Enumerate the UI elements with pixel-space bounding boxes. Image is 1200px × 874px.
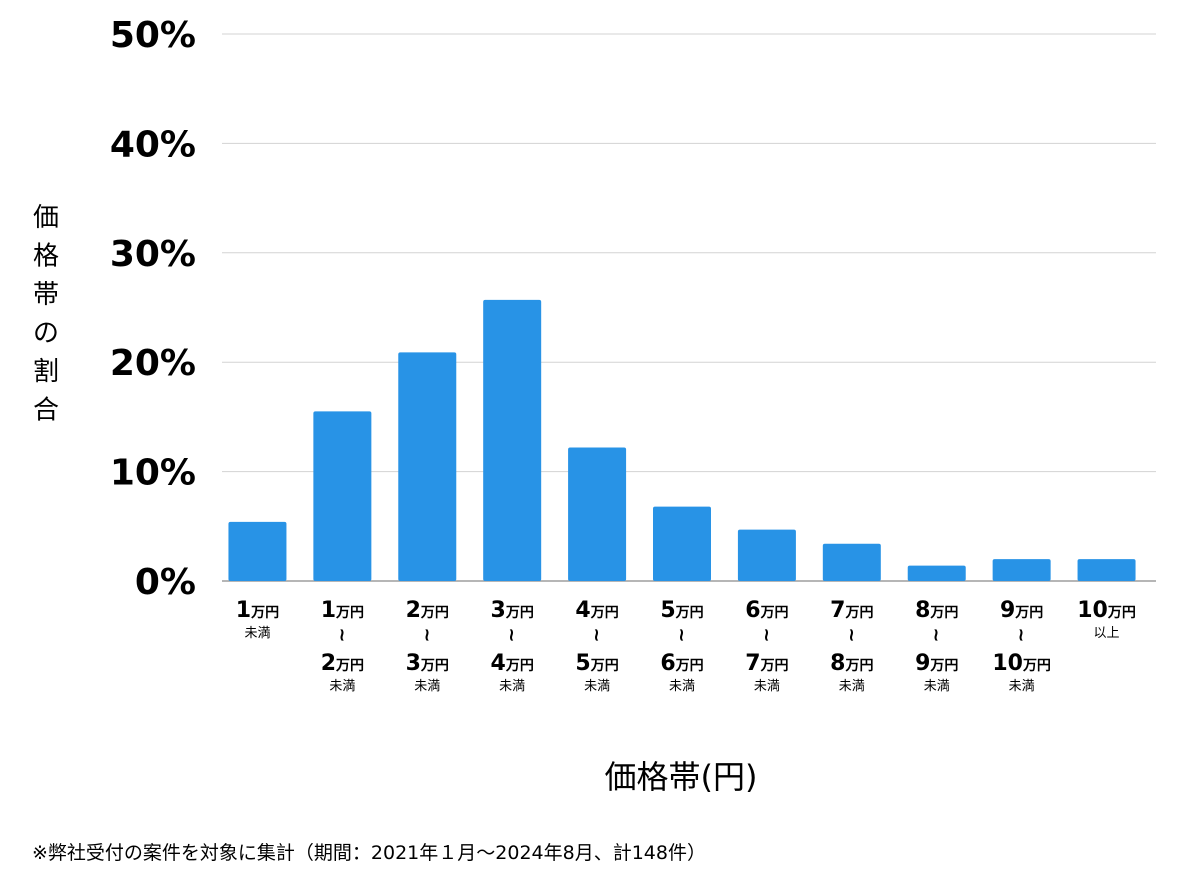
- bar: [737, 529, 796, 581]
- x-tick-range-mark: ~: [841, 627, 862, 642]
- x-tick-note: 未満: [329, 679, 355, 694]
- bar: [228, 521, 287, 581]
- x-tick-note: 以上: [1094, 626, 1120, 641]
- x-tick-label: 3万円: [491, 598, 534, 623]
- y-tick-label: 40%: [110, 124, 196, 165]
- x-tick-label: 5万円: [575, 651, 618, 676]
- x-tick-note: 未満: [1009, 679, 1035, 694]
- bar: [398, 352, 457, 581]
- x-tick-range-mark: ~: [671, 627, 692, 642]
- bar: [483, 299, 542, 581]
- bar: [822, 543, 881, 581]
- x-tick-range-mark: ~: [501, 627, 522, 642]
- x-tick-label: 2万円: [321, 651, 364, 676]
- x-tick-label: 1万円: [236, 598, 279, 623]
- bar: [568, 447, 627, 581]
- bar: [653, 506, 711, 581]
- x-tick-note: 未満: [584, 679, 610, 694]
- y-tick-label: 10%: [110, 453, 196, 494]
- x-tick-label: 8万円: [915, 598, 958, 623]
- bar: [992, 559, 1051, 581]
- y-axis-title-char: 割: [33, 357, 59, 387]
- bar: [1077, 559, 1136, 581]
- y-axis-title-char: 価: [33, 203, 59, 233]
- x-tick-range-mark: ~: [926, 627, 947, 642]
- x-tick-label: 6万円: [745, 598, 788, 623]
- x-tick-label: 7万円: [745, 651, 788, 676]
- x-tick-label: 3万円: [406, 651, 449, 676]
- x-tick-range-mark: ~: [586, 627, 607, 642]
- bars: [228, 299, 1136, 581]
- y-tick-label: 0%: [135, 562, 196, 603]
- y-axis-title-char: 格: [33, 242, 59, 272]
- x-tick-label: 9万円: [1000, 598, 1043, 623]
- x-axis-title: 価格帯(円): [605, 758, 758, 796]
- x-tick-label: 1万円: [321, 598, 364, 623]
- x-tick-note: 未満: [414, 679, 440, 694]
- x-tick-note: 未満: [669, 679, 695, 694]
- y-axis-title-char: の: [33, 319, 59, 349]
- x-axis-tick-labels: 1万円未満1万円~2万円未満2万円~3万円未満3万円~4万円未満4万円~5万円未…: [236, 598, 1136, 694]
- x-tick-label: 10万円: [1077, 598, 1136, 623]
- bar: [907, 565, 966, 581]
- x-tick-label: 6万円: [660, 651, 703, 676]
- y-tick-label: 20%: [110, 343, 196, 384]
- y-tick-label: 50%: [110, 15, 196, 56]
- x-tick-note: 未満: [499, 679, 525, 694]
- footnote: ※弊社受付の案件を対象に集計（期間：2021年１月〜2024年8月、計148件）: [32, 842, 706, 864]
- y-axis-tick-labels: 0% 10% 20% 30% 40% 50%: [110, 15, 196, 603]
- bar: [313, 411, 372, 581]
- bar-chart: 0%10%20%30%40%50% 1万円未満1万円~2万円未満2万円~3万円未…: [33, 15, 1156, 796]
- x-tick-range-mark: ~: [756, 627, 777, 642]
- x-tick-range-mark: ~: [331, 627, 352, 642]
- x-tick-range-mark: ~: [1011, 627, 1032, 642]
- x-tick-label: 2万円: [406, 598, 449, 623]
- x-tick-note: 未満: [244, 626, 270, 641]
- x-tick-label: 7万円: [830, 598, 873, 623]
- x-tick-label: 8万円: [830, 651, 873, 676]
- y-axis-title-char: 合: [33, 396, 59, 426]
- y-axis-title-char: 帯: [33, 280, 59, 310]
- x-tick-label: 9万円: [915, 651, 958, 676]
- x-tick-label: 4万円: [491, 651, 534, 676]
- x-tick-note: 未満: [839, 679, 865, 694]
- y-tick-label: 30%: [110, 234, 196, 275]
- x-tick-label: 5万円: [660, 598, 703, 623]
- x-tick-range-mark: ~: [416, 627, 437, 642]
- x-tick-note: 未満: [754, 679, 780, 694]
- x-tick-label: 10万円: [992, 651, 1051, 676]
- x-tick-label: 4万円: [575, 598, 618, 623]
- x-tick-note: 未満: [924, 679, 950, 694]
